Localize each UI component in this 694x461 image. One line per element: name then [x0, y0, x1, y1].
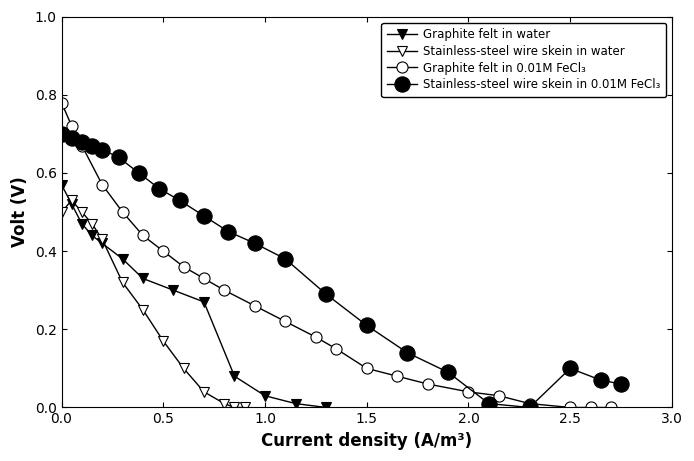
Graphite felt in 0.01M FeCl₃ [423, 381, 432, 387]
Graphite felt in 0.01M FeCl₃ [200, 276, 208, 281]
Graphite felt in water [98, 241, 106, 246]
Stainless-steel wire skein in 0.01M FeCl₃ [444, 370, 452, 375]
Stainless-steel wire skein in 0.01M FeCl₃ [597, 378, 605, 383]
Stainless-steel wire skein in 0.01M FeCl₃ [135, 170, 143, 176]
Graphite felt in 0.01M FeCl₃ [281, 319, 289, 324]
Graphite felt in water [67, 201, 76, 207]
Y-axis label: Volt (V): Volt (V) [11, 177, 29, 248]
Graphite felt in 0.01M FeCl₃ [98, 182, 106, 188]
Graphite felt in 0.01M FeCl₃ [139, 233, 147, 238]
Graphite felt in water [88, 233, 96, 238]
Stainless-steel wire skein in water [230, 405, 239, 410]
Stainless-steel wire skein in 0.01M FeCl₃ [525, 405, 534, 410]
Graphite felt in water [169, 288, 178, 293]
Graphite felt in 0.01M FeCl₃ [251, 303, 259, 308]
Stainless-steel wire skein in 0.01M FeCl₃ [251, 241, 259, 246]
X-axis label: Current density (A/m³): Current density (A/m³) [261, 432, 473, 450]
Stainless-steel wire skein in 0.01M FeCl₃ [67, 135, 76, 141]
Graphite felt in water [230, 373, 239, 379]
Stainless-steel wire skein in water [139, 307, 147, 313]
Graphite felt in water [119, 256, 127, 262]
Graphite felt in water [200, 299, 208, 305]
Line: Stainless-steel wire skein in 0.01M FeCl₃: Stainless-steel wire skein in 0.01M FeCl… [54, 126, 629, 415]
Stainless-steel wire skein in 0.01M FeCl₃ [155, 186, 163, 191]
Stainless-steel wire skein in 0.01M FeCl₃ [78, 139, 86, 144]
Stainless-steel wire skein in 0.01M FeCl₃ [281, 256, 289, 262]
Graphite felt in 0.01M FeCl₃ [67, 123, 76, 129]
Stainless-steel wire skein in water [159, 338, 167, 344]
Graphite felt in water [78, 221, 86, 226]
Stainless-steel wire skein in water [88, 221, 96, 226]
Graphite felt in 0.01M FeCl₃ [566, 405, 575, 410]
Line: Graphite felt in water: Graphite felt in water [57, 180, 331, 412]
Graphite felt in 0.01M FeCl₃ [159, 248, 167, 254]
Line: Graphite felt in 0.01M FeCl₃: Graphite felt in 0.01M FeCl₃ [56, 97, 616, 413]
Stainless-steel wire skein in 0.01M FeCl₃ [176, 198, 184, 203]
Legend: Graphite felt in water, Stainless-steel wire skein in water, Graphite felt in 0.: Graphite felt in water, Stainless-steel … [382, 23, 666, 97]
Graphite felt in 0.01M FeCl₃ [78, 143, 86, 148]
Stainless-steel wire skein in 0.01M FeCl₃ [362, 323, 371, 328]
Graphite felt in 0.01M FeCl₃ [312, 334, 320, 340]
Graphite felt in 0.01M FeCl₃ [495, 393, 503, 398]
Stainless-steel wire skein in water [98, 236, 106, 242]
Graphite felt in water [291, 401, 300, 406]
Stainless-steel wire skein in water [241, 405, 249, 410]
Graphite felt in water [322, 405, 330, 410]
Stainless-steel wire skein in water [220, 401, 228, 406]
Stainless-steel wire skein in 0.01M FeCl₃ [322, 291, 330, 297]
Stainless-steel wire skein in 0.01M FeCl₃ [200, 213, 208, 219]
Graphite felt in 0.01M FeCl₃ [525, 401, 534, 406]
Stainless-steel wire skein in water [200, 389, 208, 395]
Stainless-steel wire skein in water [180, 366, 188, 371]
Graphite felt in 0.01M FeCl₃ [393, 373, 401, 379]
Stainless-steel wire skein in 0.01M FeCl₃ [88, 143, 96, 148]
Graphite felt in 0.01M FeCl₃ [180, 264, 188, 270]
Stainless-steel wire skein in 0.01M FeCl₃ [566, 366, 575, 371]
Stainless-steel wire skein in water [119, 280, 127, 285]
Graphite felt in 0.01M FeCl₃ [464, 389, 473, 395]
Graphite felt in 0.01M FeCl₃ [332, 346, 340, 352]
Stainless-steel wire skein in water [78, 209, 86, 215]
Graphite felt in 0.01M FeCl₃ [58, 100, 66, 106]
Graphite felt in water [261, 393, 269, 398]
Stainless-steel wire skein in 0.01M FeCl₃ [484, 401, 493, 406]
Graphite felt in water [58, 182, 66, 188]
Graphite felt in 0.01M FeCl₃ [607, 405, 615, 410]
Stainless-steel wire skein in water [67, 198, 76, 203]
Graphite felt in 0.01M FeCl₃ [220, 288, 228, 293]
Graphite felt in 0.01M FeCl₃ [362, 366, 371, 371]
Line: Stainless-steel wire skein in water: Stainless-steel wire skein in water [57, 195, 250, 412]
Stainless-steel wire skein in 0.01M FeCl₃ [224, 229, 232, 234]
Graphite felt in 0.01M FeCl₃ [586, 405, 595, 410]
Graphite felt in water [139, 276, 147, 281]
Stainless-steel wire skein in 0.01M FeCl₃ [617, 381, 625, 387]
Stainless-steel wire skein in 0.01M FeCl₃ [98, 147, 106, 152]
Stainless-steel wire skein in 0.01M FeCl₃ [403, 350, 412, 355]
Graphite felt in 0.01M FeCl₃ [119, 209, 127, 215]
Stainless-steel wire skein in 0.01M FeCl₃ [58, 131, 66, 136]
Stainless-steel wire skein in 0.01M FeCl₃ [115, 154, 123, 160]
Stainless-steel wire skein in water [58, 209, 66, 215]
